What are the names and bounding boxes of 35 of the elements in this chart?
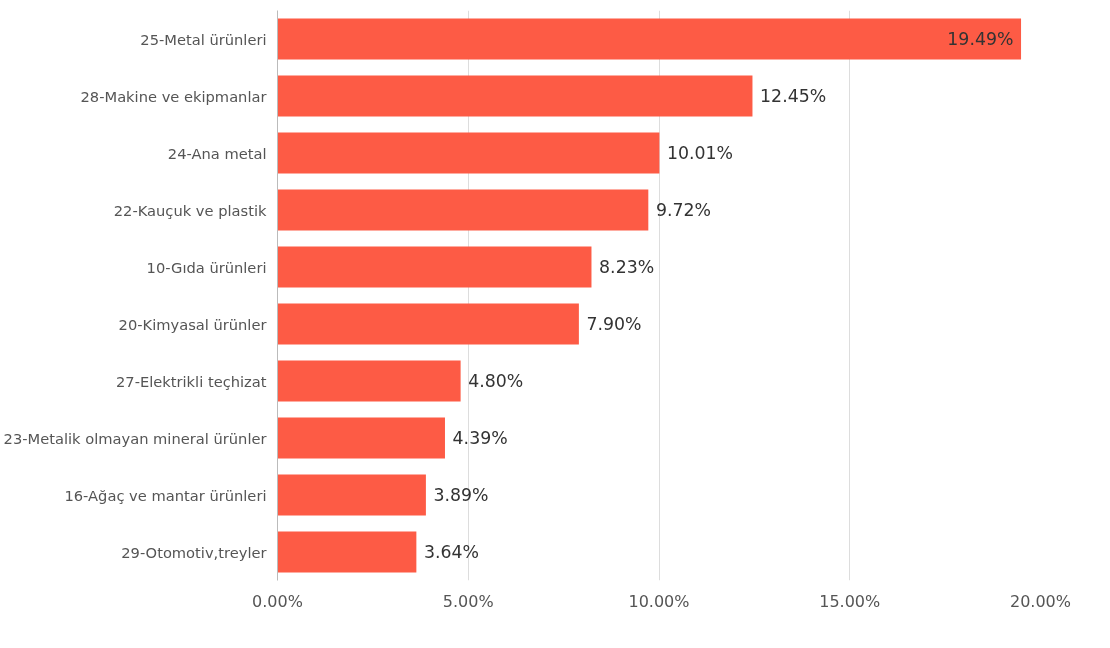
data-label: 3.89%: [433, 485, 489, 505]
x-tick-label: 15.00%: [819, 591, 881, 611]
x-tick-label: 5.00%: [442, 591, 494, 611]
data-label: 4.39%: [452, 428, 508, 448]
y-tick-label: 29-Otomotiv,treyler: [121, 543, 268, 561]
y-tick-label: 23-Metalik olmayan mineral ürünler: [3, 429, 268, 447]
bar: [277, 417, 445, 459]
y-tick-label: 10-Gıda ürünleri: [146, 258, 267, 276]
y-tick-label: 28-Makine ve ekipmanlar: [80, 87, 268, 105]
y-tick-label: 25-Metal ürünleri: [140, 30, 267, 48]
bar: [277, 474, 426, 516]
y-tick-label: 27-Elektrikli teçhizat: [115, 372, 267, 390]
bar: [277, 132, 660, 174]
x-tick-label: 20.00%: [1010, 591, 1072, 611]
y-tick-label: 22-Kauçuk ve plastik: [113, 201, 268, 219]
data-label: 4.80%: [468, 371, 524, 391]
data-label: 8.23%: [599, 257, 655, 277]
bar: [277, 189, 649, 231]
bar: [277, 246, 592, 288]
data-label: 9.72%: [655, 200, 712, 220]
bar: [277, 531, 417, 573]
bar: [277, 303, 579, 345]
data-label: 10.01%: [667, 143, 734, 163]
data-label: 7.90%: [586, 314, 642, 334]
y-tick-label: 16-Ağaç ve mantar ürünleri: [64, 486, 267, 504]
bar: [277, 75, 753, 117]
y-tick-label: 24-Ana metal: [167, 144, 267, 162]
x-tick-label: 0.00%: [252, 591, 303, 611]
bar: [277, 18, 1022, 60]
bar: [277, 360, 461, 402]
data-label: 19.49%: [947, 29, 1014, 49]
y-tick-label: 20-Kimyasal ürünler: [118, 315, 268, 333]
x-tick-label: 10.00%: [628, 591, 690, 611]
data-label: 12.45%: [760, 86, 827, 106]
data-label: 3.64%: [424, 542, 480, 562]
